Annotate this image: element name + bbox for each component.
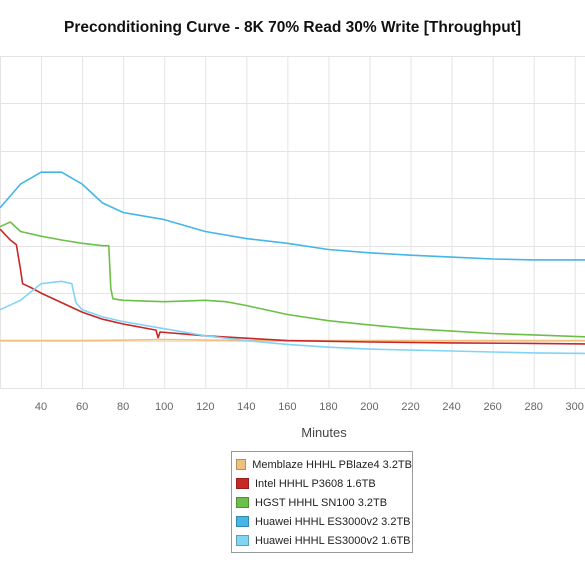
legend-swatch — [236, 478, 249, 489]
x-tick-labels: 40 60 80 100 120 140 160 180 200 220 240 260 280 300 — [35, 401, 584, 413]
legend-item: Huawei HHHL ES3000v2 3.2TB — [232, 512, 412, 531]
x-tick-label: 180 — [319, 401, 337, 413]
x-tick-label: 200 — [360, 401, 378, 413]
x-tick-label: 220 — [401, 401, 419, 413]
legend-label: HGST HHHL SN100 3.2TB — [255, 496, 388, 509]
legend-item: Memblaze HHHL PBlaze4 3.2TB — [232, 455, 412, 474]
legend-label: Huawei HHHL ES3000v2 3.2TB — [255, 515, 411, 528]
x-tick-label: 120 — [196, 401, 214, 413]
x-tick-label: 140 — [237, 401, 255, 413]
x-tick-label: 80 — [117, 401, 129, 413]
legend-item: Huawei HHHL ES3000v2 1.6TB — [232, 531, 412, 550]
x-tick-label: 100 — [155, 401, 173, 413]
legend-label: Memblaze HHHL PBlaze4 3.2TB — [252, 458, 412, 471]
legend-label: Huawei HHHL ES3000v2 1.6TB — [255, 534, 411, 547]
x-tick-label: 300 — [566, 401, 584, 413]
legend-swatch — [236, 459, 247, 470]
x-tick-label: 240 — [442, 401, 460, 413]
legend-item: HGST HHHL SN100 3.2TB — [232, 493, 412, 512]
series-line-4 — [0, 171, 585, 261]
x-tick-label: 280 — [525, 401, 543, 413]
series-lines — [0, 171, 585, 355]
x-tick-label: 60 — [76, 401, 88, 413]
series-line-5 — [0, 280, 585, 355]
series-line-2 — [0, 228, 585, 345]
legend: Memblaze HHHL PBlaze4 3.2TB Intel HHHL P3… — [231, 451, 413, 553]
x-tick-label: 260 — [483, 401, 501, 413]
legend-item: Intel HHHL P3608 1.6TB — [232, 474, 412, 493]
x-axis-title: Minutes — [301, 425, 347, 440]
grid-lines — [0, 56, 585, 389]
legend-swatch — [236, 535, 249, 546]
legend-swatch — [236, 516, 249, 527]
chart-title: Preconditioning Curve - 8K 70% Read 30% … — [63, 19, 521, 36]
legend-swatch — [236, 497, 249, 508]
legend-label: Intel HHHL P3608 1.6TB — [255, 477, 376, 490]
series-line-3 — [0, 221, 585, 338]
x-tick-label: 40 — [35, 401, 47, 413]
x-tick-label: 160 — [278, 401, 296, 413]
